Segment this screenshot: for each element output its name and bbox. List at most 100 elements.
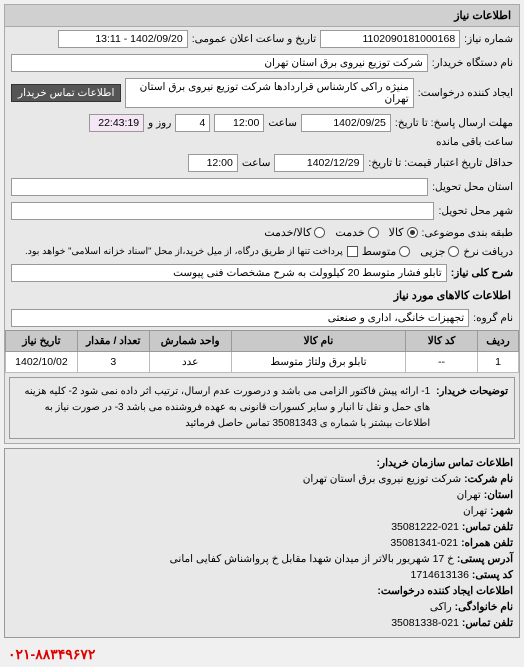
contact-tel-label: تلفن تماس: <box>462 617 513 629</box>
row-category: طبقه بندی موضوعی: کالا خدمت کالا/خدمت <box>5 223 519 242</box>
buyer-org-label: نام دستگاه خریدار: <box>432 57 513 69</box>
table-cell: 1402/10/02 <box>6 352 78 373</box>
row-delivery-province: استان محل تحویل: <box>5 175 519 199</box>
creator-label: ایجاد کننده درخواست: <box>418 87 513 99</box>
radio-jozi[interactable]: جزیی <box>420 245 459 258</box>
creator-field: منیژه راکی کارشناس قراردادها شرکت توزیع … <box>125 78 413 108</box>
table-col-header: ردیف <box>477 331 518 352</box>
partial-radio-group: جزیی متوسط <box>362 245 460 258</box>
contact-address-label: آدرس پستی: <box>457 553 513 565</box>
contact-reqcreator-label: اطلاعات ایجاد کننده درخواست: <box>377 585 513 597</box>
table-cell: 1 <box>477 352 518 373</box>
module-title: اطلاعات نیاز <box>5 5 519 27</box>
req-no-field: 1102090181000168 <box>320 30 460 48</box>
pub-dt-field: 1402/09/20 - 13:11 <box>58 30 188 48</box>
contact-title: اطلاعات تماس سازمان خریدار: <box>377 457 513 469</box>
desc-field: تابلو فشار متوسط 20 کیلوولت به شرح مشخصا… <box>11 264 447 282</box>
contact-name-label: نام شرکت: <box>464 473 513 485</box>
contact-block: اطلاعات تماس سازمان خریدار: نام شرکت: شر… <box>4 448 520 638</box>
contact-city-label: شهر: <box>490 505 513 517</box>
table-header-row: ردیفکد کالانام کالاواحد شمارشتعداد / مقد… <box>6 331 519 352</box>
category-radio-group: کالا خدمت کالا/خدمت <box>264 226 417 239</box>
partial-note: پرداخت تنها از طریق درگاه، از میل خرید،ا… <box>25 246 343 257</box>
remaining-day-label: روز و <box>148 117 171 129</box>
table-col-header: نام کالا <box>231 331 405 352</box>
buyer-desc-label: توضیحات خریدار: <box>436 384 508 432</box>
delivery-place-field <box>11 178 428 196</box>
validity-time: 12:00 <box>188 154 238 172</box>
table-col-header: تعداد / مقدار <box>77 331 149 352</box>
req-no-label: شماره نیاز: <box>464 33 513 45</box>
table-cell: عدد <box>149 352 231 373</box>
buyer-desc-block: توضیحات خریدار: 1- ارائه پیش فاکتور الزا… <box>9 377 515 439</box>
radio-dot-icon <box>407 227 418 238</box>
row-deadline: مهلت ارسال پاسخ: تا تاریخ: 1402/09/25 سا… <box>5 111 519 151</box>
delivery-city-field <box>11 202 434 220</box>
row-delivery-city: شهر محل تحویل: <box>5 199 519 223</box>
deadline-label: مهلت ارسال پاسخ: تا تاریخ: <box>395 117 513 129</box>
contact-tel: 021-35081338 <box>391 617 459 629</box>
radio-kala[interactable]: کالا <box>389 226 418 239</box>
deadline-time: 12:00 <box>214 114 264 132</box>
table-cell: -- <box>406 352 478 373</box>
partial-checkbox[interactable] <box>347 246 358 257</box>
contact-name: شرکت توزیع نیروی برق استان تهران <box>303 473 461 485</box>
radio-motavaset-label: متوسط <box>362 245 397 258</box>
pub-dt-label: تاریخ و ساعت اعلان عمومی: <box>192 33 316 45</box>
items-table: ردیفکد کالانام کالاواحد شمارشتعداد / مقد… <box>5 330 519 373</box>
group-field: تجهیزات خانگی، اداری و صنعتی <box>11 309 469 327</box>
radio-mix-label: کالا/خدمت <box>264 226 311 239</box>
footer-phone: ۰۲۱-۸۸۳۴۹۶۷۲ <box>0 642 524 667</box>
buyer-desc-text: 1- ارائه پیش فاکتور الزامی می باشد و درص… <box>16 384 430 432</box>
items-section-label: اطلاعات کالاهای مورد نیاز <box>5 285 519 306</box>
row-partial: دریافت نرخ جزیی متوسط پرداخت تنها از طری… <box>5 242 519 261</box>
row-req-no: شماره نیاز: 1102090181000168 تاریخ و ساع… <box>5 27 519 51</box>
contact-postal-label: کد پستی: <box>472 569 513 581</box>
table-col-header: واحد شمارش <box>149 331 231 352</box>
row-validity: حداقل تاریخ اعتبار قیمت: تا تاریخ: 1402/… <box>5 151 519 175</box>
radio-dot-icon <box>448 246 459 257</box>
radio-motavaset[interactable]: متوسط <box>362 245 411 258</box>
radio-mix[interactable]: کالا/خدمت <box>264 226 325 239</box>
validity-label: حداقل تاریخ اعتبار قیمت: تا تاریخ: <box>368 157 513 169</box>
radio-dot-icon <box>314 227 325 238</box>
contact-phone-label: تلفن تماس: <box>462 521 513 533</box>
contact-postal: 1714613136 <box>411 569 469 581</box>
table-cell: 3 <box>77 352 149 373</box>
contact-family: راکی <box>430 601 452 613</box>
contact-family-label: نام خانوادگی: <box>455 601 513 613</box>
info-module: اطلاعات نیاز شماره نیاز: 110209018100016… <box>4 4 520 444</box>
radio-kala-label: کالا <box>389 226 404 239</box>
radio-khadmat[interactable]: خدمت <box>335 226 378 239</box>
row-desc: شرح کلی نیاز: تابلو فشار متوسط 20 کیلوول… <box>5 261 519 285</box>
remaining-suffix: ساعت باقی مانده <box>436 136 513 148</box>
row-buyer-org: نام دستگاه خریدار: شرکت توزیع نیروی برق … <box>5 51 519 75</box>
deadline-date: 1402/09/25 <box>301 114 391 132</box>
time-label-2: ساعت <box>242 157 271 169</box>
row-group: نام گروه: تجهیزات خانگی، اداری و صنعتی <box>5 306 519 330</box>
contact-province-label: استان: <box>484 489 513 501</box>
radio-jozi-label: جزیی <box>420 245 445 258</box>
table-col-header: کد کالا <box>406 331 478 352</box>
validity-date: 1402/12/29 <box>274 154 364 172</box>
contact-fax-label: تلفن همراه: <box>461 537 513 549</box>
radio-dot-icon <box>368 227 379 238</box>
time-label-1: ساعت <box>268 117 297 129</box>
delivery-place-label: استان محل تحویل: <box>432 181 513 193</box>
desc-label: شرح کلی نیاز: <box>451 267 513 279</box>
radio-dot-icon <box>399 246 410 257</box>
partial-label: دریافت نرخ <box>463 246 513 258</box>
category-label: طبقه بندی موضوعی: <box>422 227 513 239</box>
table-row: 1--تابلو برق ولتاژ متوسطعدد31402/10/02 <box>6 352 519 373</box>
row-creator: ایجاد کننده درخواست: منیژه راکی کارشناس … <box>5 75 519 111</box>
buyer-contact-button[interactable]: اطلاعات تماس خریدار <box>11 84 121 102</box>
contact-city: تهران <box>463 505 487 517</box>
remaining-time: 22:43:19 <box>89 114 144 132</box>
delivery-city-label: شهر محل تحویل: <box>438 205 513 217</box>
contact-fax: 021-35081341 <box>390 537 458 549</box>
contact-phone: 021-35081222 <box>391 521 459 533</box>
table-col-header: تاریخ نیاز <box>6 331 78 352</box>
group-label: نام گروه: <box>473 312 513 324</box>
remaining-days: 4 <box>175 114 210 132</box>
table-cell: تابلو برق ولتاژ متوسط <box>231 352 405 373</box>
